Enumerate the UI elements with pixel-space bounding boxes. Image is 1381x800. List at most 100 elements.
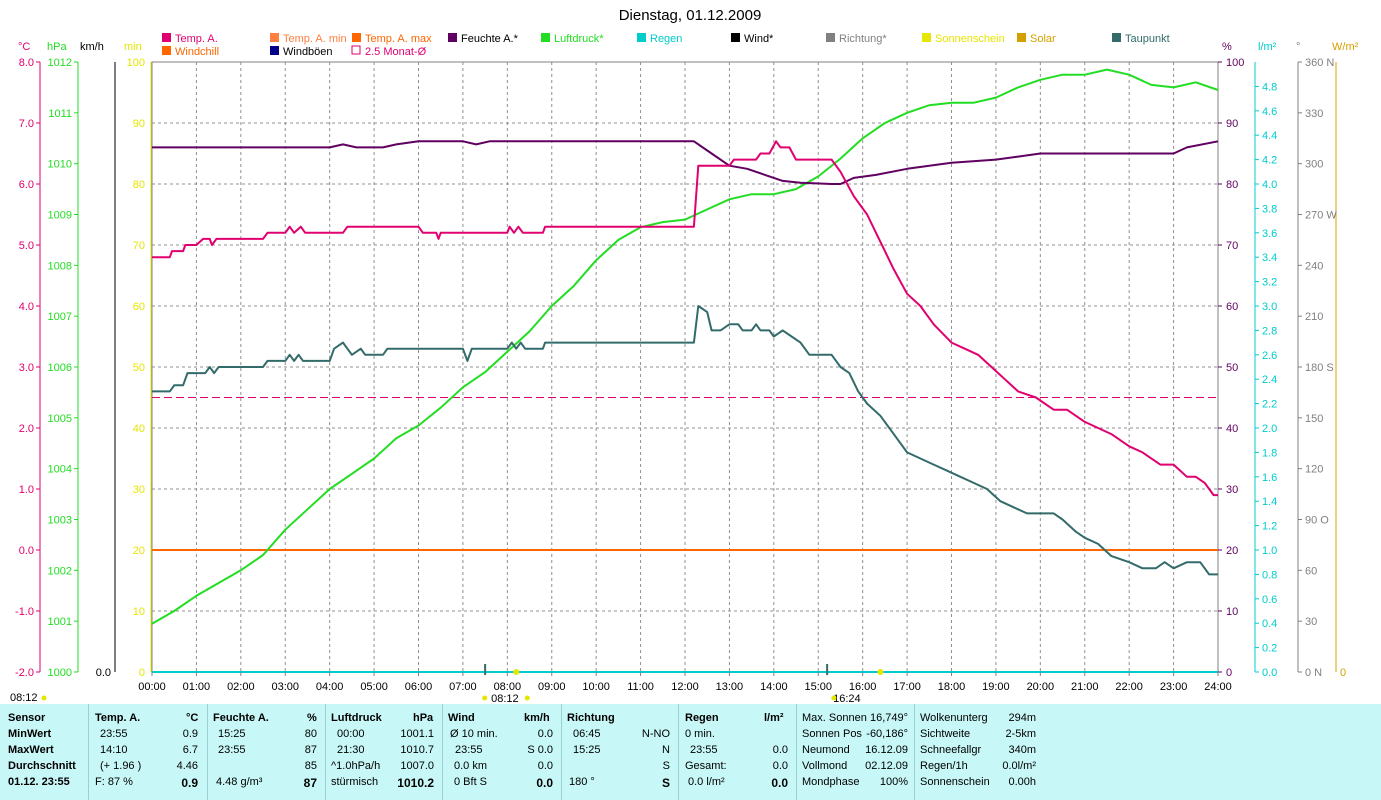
legend-swatch-1 [162,46,171,55]
wolken-value-4: 0.00h [1008,776,1036,788]
sonne-label-0: Max. Sonnen [802,712,867,724]
unit-left-1: hPa [47,41,67,53]
legend-label-2: Temp. A. min [283,33,347,45]
sonne-value-2: 16.12.09 [865,744,908,756]
tick-label-temp-4: 4.0 [19,301,34,313]
tick-label-rain-19: 1.0 [1262,545,1277,557]
wind-avg-label: Ø 10 min. [450,728,498,740]
wind-header: Wind [448,712,475,724]
tick-label-pct-0: 100 [1226,57,1244,69]
sunrise-icon [513,669,520,675]
regen-total-label: Gesamt: [685,760,727,772]
temp-header: Temp. A. [95,712,141,724]
wind-beaufort: 0 Bft S [454,776,488,788]
regen-current-note: 0.0 l/m² [688,776,725,788]
tick-label-min-8: 20 [133,545,145,557]
unit-left-3: min [124,41,142,53]
tick-label-temp-1: 7.0 [19,118,34,130]
tick-label-deg-2: 300 [1305,159,1323,171]
statistics-panel: Sensor MinWert MaxWert Durchschnitt 01.1… [0,704,1381,800]
tick-label-deg-1: 330 [1305,108,1323,120]
unit-left-2: km/h [80,41,104,53]
tick-label-x-24: 24:00 [1204,681,1232,693]
sensor-header: Sensor [8,712,46,724]
luftdruck-forecast: stürmisch [331,776,379,788]
legend-swatch-8 [637,33,646,42]
tick-label-min-5: 50 [133,362,145,374]
legend-swatch-10 [826,33,835,42]
wolken-label-1: Sichtweite [920,728,971,740]
luftdruck-current-value: 1010.2 [397,776,434,790]
legend-label-0: Temp. A. [175,33,218,45]
sensor-row-avg: Durchschnitt [8,760,76,772]
tick-label-hpa-4: 1008 [48,260,72,272]
luftdruck-max-value: 1010.7 [400,744,434,756]
temp-max-value: 6.7 [182,744,198,756]
legend-label-9: Wind* [744,33,774,45]
tick-label-min-6: 40 [133,423,145,435]
sunrise-label: 08:12 [491,693,519,704]
tick-label-hpa-3: 1009 [48,210,72,222]
tick-label-deg-4: 240 [1305,260,1323,272]
tick-label-deg-9: 90 O [1305,515,1329,527]
tick-label-x-22: 22:00 [1115,681,1143,693]
tick-label-x-15: 15:00 [804,681,832,693]
tick-label-x-20: 20:00 [1027,681,1055,693]
luftdruck-avg-value: 1007.0 [400,760,434,772]
tick-label-rain-10: 2.8 [1262,325,1277,337]
tick-label-min-7: 30 [133,484,145,496]
legend-swatch-12 [1017,33,1026,42]
tick-label-rain-5: 3.8 [1262,203,1277,215]
unit-right-2: ° [1296,41,1300,53]
richtung-max-value: N [662,744,670,756]
legend-label-8: Regen [650,33,682,45]
tick-label-deg-3: 270 W [1305,210,1337,222]
tick-label-x-2: 02:00 [227,681,255,693]
series-temp-a- [152,140,1218,497]
wolken-value-3: 0.0l/m² [1002,760,1036,772]
wolken-value-1: 2-5km [1005,728,1036,740]
tick-label-temp-2: 6.0 [19,179,34,191]
tick-label-x-23: 23:00 [1160,681,1188,693]
sensor-row-max: MaxWert [8,744,54,756]
series-taupunkt [152,305,1218,576]
tick-label-min-2: 80 [133,179,145,191]
sonne-value-1: -60,186° [866,728,908,740]
tick-label-pct-8: 20 [1226,545,1238,557]
regen-unit: l/m² [764,712,784,724]
sunrise-small-icon [482,695,488,701]
tick-label-x-3: 03:00 [271,681,299,693]
tick-label-hpa-10: 1002 [48,565,72,577]
tick-label-min-3: 70 [133,240,145,252]
wind-max-time: 23:55 [455,744,483,756]
tick-label-temp-10: -2.0 [15,667,34,679]
legend-swatch-9 [731,33,740,42]
sensor-row-current: 01.12. 23:55 [8,776,70,788]
wind-avg-value: 0.0 [537,728,553,740]
tick-label-deg-5: 210 [1305,311,1323,323]
feuchte-max-time: 23:55 [218,744,246,756]
tick-label-temp-8: 0.0 [19,545,34,557]
wind-distance: 0.0 km [454,760,488,772]
chart-axes: 8.0 7.0 6.0 5.0 4.0 3.0 2.0 1.0 0.0 -1.0 -2.0 1012 1… [15,57,1346,679]
feuchte-max-value: 87 [304,744,317,756]
sonne-value-3: 02.12.09 [865,760,908,772]
legend-swatch-5 [351,45,361,55]
temp-unit: °C [186,712,199,724]
richtung-header: Richtung [567,712,615,724]
feuchte-current-value: 87 [303,776,317,790]
temp-avg-value: 4.46 [176,760,198,772]
tick-label-pct-5: 50 [1226,362,1238,374]
tick-label-x-8: 08:00 [494,681,522,693]
axis-units: °C hPa km/h min% l/m² ° W/m² [18,41,1359,53]
feuchte-avg-value: 85 [304,760,317,772]
tick-label-x-1: 01:00 [183,681,211,693]
tick-label-hpa-2: 1010 [48,159,72,171]
tick-label-pct-6: 40 [1226,423,1238,435]
wind-max-value: S 0.0 [527,744,553,756]
legend-swatch-2 [270,33,279,42]
wind-mean-value: 0.0 [537,760,553,772]
series-feuchte-a- [152,140,1219,185]
legend-swatch-7 [541,33,550,42]
wolken-label-4: Sonnenschein [920,776,990,788]
